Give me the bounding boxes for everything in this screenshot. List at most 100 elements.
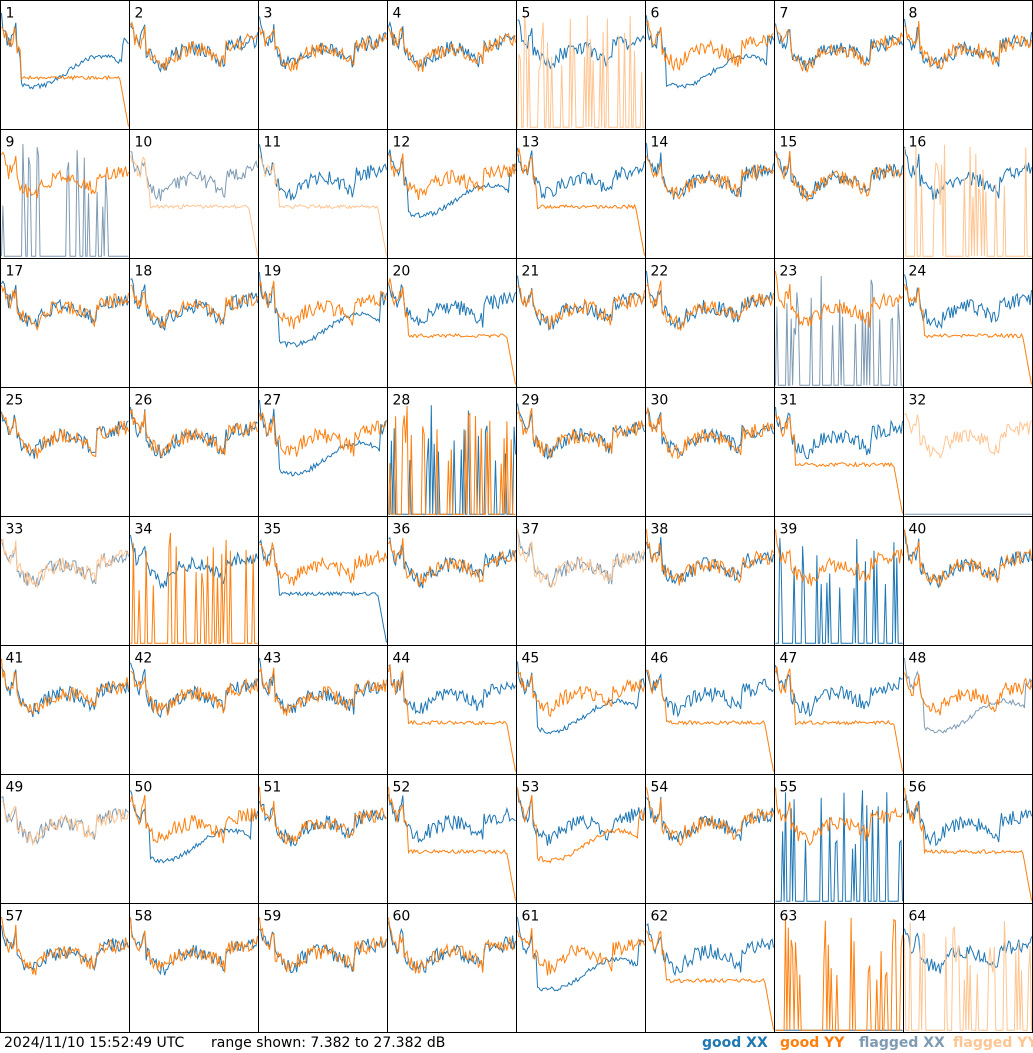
panel-26: 26 (129, 387, 259, 517)
panel-49: 49 (0, 774, 130, 904)
panel-frame (645, 645, 775, 775)
panel-3: 3 (258, 0, 388, 130)
panel-label: 19 (264, 264, 282, 280)
yy-series (904, 920, 1032, 1031)
xx-series (130, 790, 258, 864)
yy-series (259, 786, 387, 845)
panel-frame (258, 903, 388, 1033)
panel-label: 60 (393, 909, 411, 925)
xx-series (259, 272, 387, 349)
panel-label: 37 (522, 522, 540, 538)
yy-series (130, 794, 258, 844)
xx-series (775, 538, 903, 644)
panel-frame (0, 258, 130, 388)
panel-23: 23 (774, 258, 904, 388)
legend-flagged-xx-prefix: flagged (859, 1035, 924, 1051)
xx-series (259, 144, 387, 201)
panel-frame (258, 774, 388, 904)
yy-series (1, 412, 129, 459)
panel-frame (774, 774, 904, 904)
xx-series (388, 149, 516, 219)
panel-50: 50 (129, 774, 259, 904)
yy-series (259, 667, 387, 716)
panel-label: 7 (780, 6, 789, 22)
panel-label: 59 (264, 909, 282, 925)
yy-series (130, 532, 258, 644)
xx-series (775, 275, 903, 386)
yy-series (517, 787, 645, 864)
panel-label: 6 (651, 6, 660, 22)
panel-frame (387, 258, 517, 388)
panel-frame (258, 516, 388, 646)
yy-series (130, 20, 258, 71)
xx-series (517, 275, 645, 331)
yy-series (517, 148, 645, 256)
xx-series (775, 665, 903, 717)
panel-frame (0, 774, 130, 904)
panel-8: 8 (903, 0, 1033, 130)
yy-series (130, 154, 258, 256)
panel-label: 32 (909, 393, 927, 409)
panel-47: 47 (774, 645, 904, 775)
xx-series (388, 663, 516, 715)
panel-label: 15 (780, 135, 798, 151)
panel-64: 64 (903, 903, 1033, 1033)
xx-series (1, 539, 129, 588)
yy-series (775, 414, 903, 514)
panel-label: 26 (135, 393, 153, 409)
panel-17: 17 (0, 258, 130, 388)
yy-series (1, 538, 129, 590)
xx-series (646, 923, 774, 977)
panel-label: 22 (651, 264, 669, 280)
yy-series (259, 917, 387, 973)
panel-44: 44 (387, 645, 517, 775)
yy-series (388, 153, 516, 201)
panel-frame (0, 129, 130, 259)
yy-series (388, 917, 516, 974)
panel-45: 45 (516, 645, 646, 775)
timestamp: 2024/11/10 15:52:49 UTC (4, 1035, 185, 1051)
panel-39: 39 (774, 516, 904, 646)
xx-series (646, 270, 774, 330)
yy-series (904, 283, 1032, 385)
panel-frame (516, 129, 646, 259)
yy-series (646, 155, 774, 200)
panel-46: 46 (645, 645, 775, 775)
footer: 2024/11/10 15:52:49 UTC range shown: 7.3… (0, 1032, 1033, 1053)
panel-frame (258, 645, 388, 775)
panel-frame (516, 516, 646, 646)
xx-series (388, 282, 516, 328)
panel-label: 61 (522, 909, 540, 925)
panel-frame (645, 903, 775, 1033)
panel-54: 54 (645, 774, 775, 904)
xx-series (259, 16, 387, 70)
panel-label: 4 (393, 6, 402, 22)
panel-frame (129, 129, 259, 259)
xx-series (517, 917, 645, 992)
panel-label: 63 (780, 909, 798, 925)
xx-series (1, 143, 129, 257)
panel-frame (903, 516, 1033, 646)
yy-series (775, 787, 903, 846)
xx-series (904, 657, 1032, 734)
panel-frame (0, 903, 130, 1033)
yy-series (646, 529, 774, 586)
panel-frame (387, 903, 517, 1033)
panel-label: 44 (393, 651, 411, 667)
yy-series (904, 529, 1032, 587)
yy-series (388, 26, 516, 73)
xx-series (646, 15, 774, 89)
panel-label: 17 (6, 264, 24, 280)
yy-series (775, 666, 903, 772)
panel-label: 12 (393, 135, 411, 151)
xx-series (904, 794, 1032, 847)
legend-good-yy-pol: YY (824, 1035, 845, 1051)
panel-52: 52 (387, 774, 517, 904)
panel-label: 55 (780, 780, 798, 796)
panel-frame (387, 516, 517, 646)
panel-label: 39 (780, 522, 798, 538)
xx-series (904, 18, 1032, 69)
panel-frame (774, 645, 904, 775)
panel-28: 28 (387, 387, 517, 517)
